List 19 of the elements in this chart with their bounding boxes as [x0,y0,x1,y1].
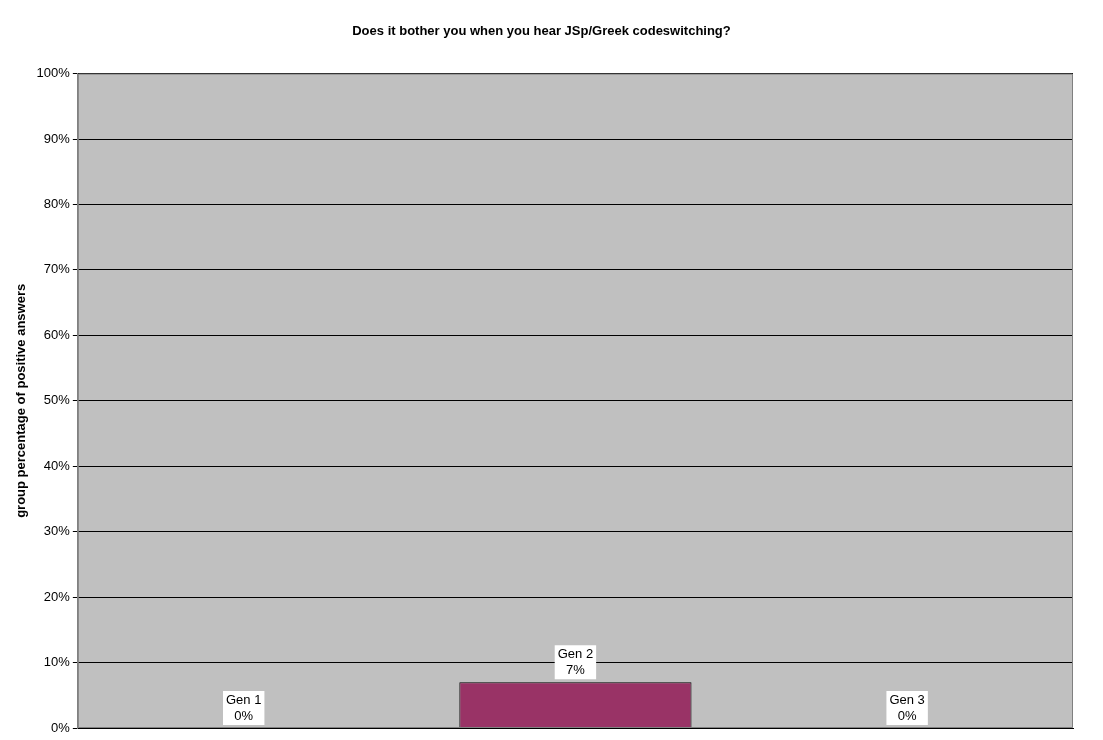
y-tick-label: 100% [36,65,71,81]
y-tick-label: 40% [43,457,71,473]
y-tick-label: 20% [43,588,71,604]
y-tick-label: 50% [43,392,71,408]
y-tick-label: 70% [43,261,71,277]
y-tick-label: 60% [43,326,71,342]
x-tick-label: Gen 1 [226,691,262,707]
y-tick-label: 30% [43,523,71,539]
y-tick-label: 0% [51,719,71,735]
data-label: 7% [566,661,586,677]
y-axis-title: group percentage of positive answers [13,283,29,518]
y-tick-label: 80% [43,196,71,212]
y-tick-label: 10% [43,654,71,670]
y-tick-label: 90% [43,130,71,146]
x-tick-label: Gen 2 [557,645,594,661]
x-tick-label: Gen 3 [889,691,925,707]
data-label: 0% [897,707,917,723]
chart-title: Does it bother you when you hear JSp/Greek codeswitching? [352,23,731,39]
data-label: 0% [234,707,254,723]
